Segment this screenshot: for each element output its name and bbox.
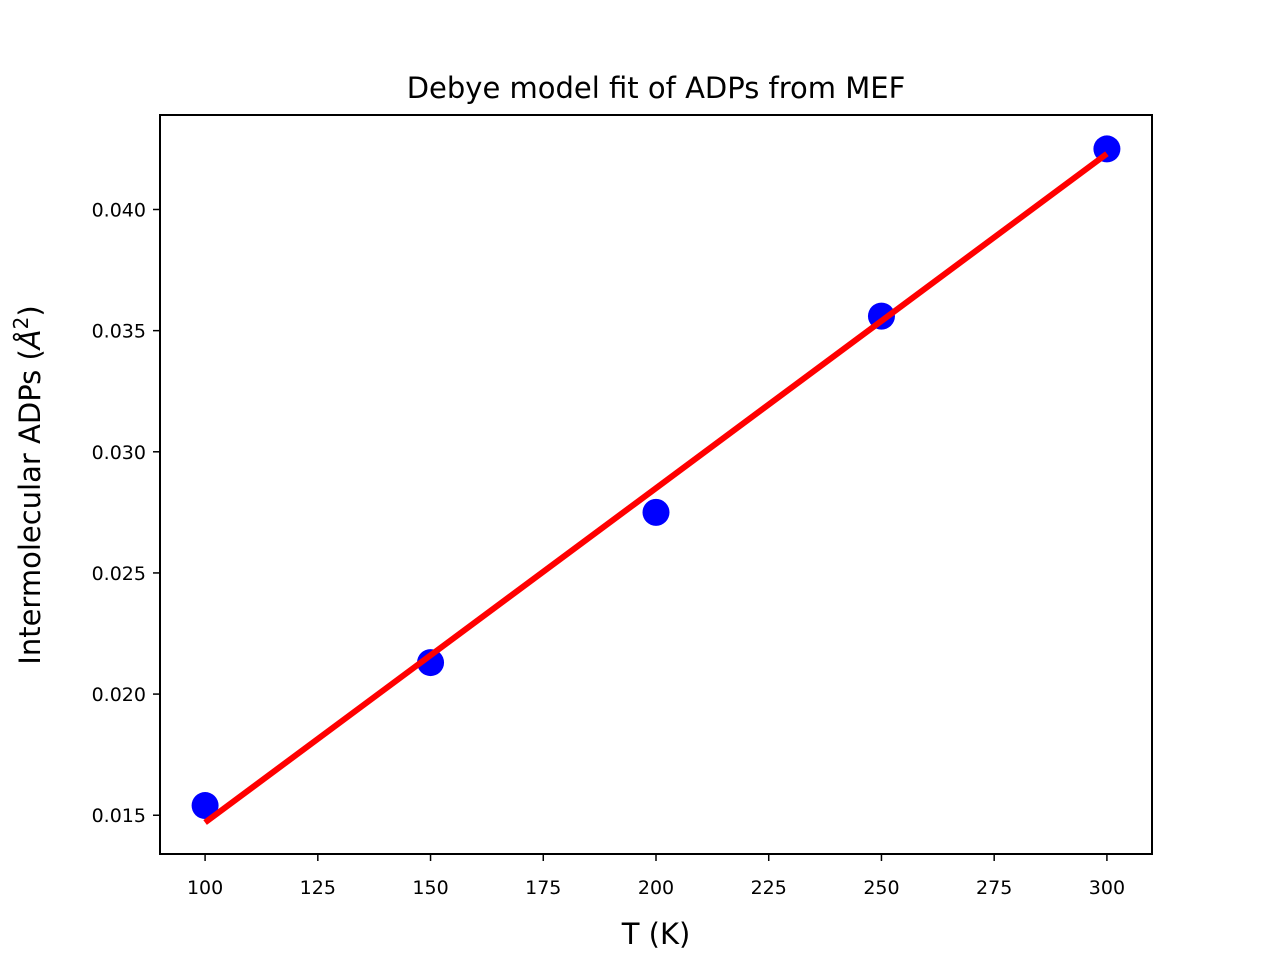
x-tick-label: 100 bbox=[187, 877, 223, 899]
data-point bbox=[191, 792, 219, 820]
y-tick-label: 0.025 bbox=[92, 563, 146, 585]
x-tick-label: 275 bbox=[976, 877, 1012, 899]
x-axis: 100 125 150 175 200 225 250 275 300 bbox=[187, 854, 1125, 899]
x-tick-label: 300 bbox=[1089, 877, 1125, 899]
y-tick-label: 0.040 bbox=[92, 199, 146, 221]
y-tick-label: 0.035 bbox=[92, 321, 146, 343]
y-axis-label-close: ) bbox=[13, 305, 47, 316]
chart-title: Debye model fit of ADPs from MEF bbox=[407, 71, 906, 105]
data-point bbox=[642, 498, 670, 526]
y-axis-label: Intermolecular ADPs (Å2) bbox=[9, 305, 47, 664]
x-tick-label: 250 bbox=[863, 877, 899, 899]
x-tick-label: 125 bbox=[300, 877, 336, 899]
x-tick-label: 225 bbox=[751, 877, 787, 899]
plot-area bbox=[191, 135, 1121, 825]
y-tick-label: 0.030 bbox=[92, 442, 146, 464]
fit-line bbox=[203, 151, 1109, 825]
y-tick-label: 0.020 bbox=[92, 684, 146, 706]
y-axis: 0.015 0.020 0.025 0.030 0.035 0.040 bbox=[92, 199, 160, 827]
x-axis-label: T (K) bbox=[621, 917, 691, 951]
x-tick-label: 200 bbox=[638, 877, 674, 899]
y-axis-label-superscript: 2 bbox=[9, 317, 33, 330]
y-axis-label-main: Intermolecular ADPs ( bbox=[13, 349, 47, 665]
x-tick-label: 175 bbox=[525, 877, 561, 899]
y-axis-label-unit: Å bbox=[13, 329, 47, 351]
y-tick-label: 0.015 bbox=[92, 805, 146, 827]
data-point bbox=[417, 649, 445, 677]
x-tick-label: 150 bbox=[412, 877, 448, 899]
